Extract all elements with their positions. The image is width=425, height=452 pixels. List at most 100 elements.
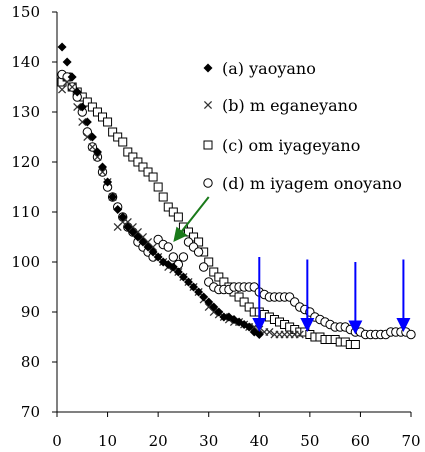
data-point <box>92 107 102 117</box>
data-point <box>88 142 97 152</box>
data-point <box>78 117 87 127</box>
data-point <box>82 97 92 107</box>
data-point <box>153 182 163 192</box>
data-point <box>148 172 158 182</box>
data-point <box>133 232 143 242</box>
legend-label: (a) yaoyano <box>222 59 316 78</box>
x-tick-label: 60 <box>351 432 370 450</box>
data-point <box>209 307 218 317</box>
data-point <box>77 102 87 112</box>
data-point <box>214 272 224 282</box>
data-point <box>239 297 249 307</box>
data-point <box>244 322 254 332</box>
data-point <box>168 262 178 272</box>
data-point <box>189 282 199 292</box>
data-point <box>118 137 128 147</box>
data-point <box>194 287 204 297</box>
data-point <box>168 252 179 262</box>
legend-marker <box>203 100 213 110</box>
data-point <box>219 312 229 322</box>
data-point <box>82 117 92 127</box>
y-tick-label: 110 <box>11 203 40 221</box>
axes: 70 80 90 100 110 120 130 140 150 0 10 20 30 40 50 60 70 <box>11 3 420 450</box>
plot-area <box>57 42 416 349</box>
data-point <box>118 212 128 222</box>
y-tick-label: 120 <box>11 153 40 171</box>
arrow-head <box>300 318 315 332</box>
legend-label: (d) m iyagem onoyano <box>222 174 402 193</box>
data-point <box>123 147 133 157</box>
data-point <box>406 329 416 340</box>
data-point <box>113 132 123 142</box>
data-point <box>178 252 189 262</box>
data-point <box>199 292 209 302</box>
data-point <box>244 302 254 312</box>
data-point <box>133 157 143 167</box>
annotation-arrows <box>173 196 411 335</box>
data-point <box>183 277 193 287</box>
data-point <box>87 102 97 112</box>
data-point <box>83 132 92 142</box>
annotation-arrow <box>396 259 411 332</box>
data-point <box>163 202 173 212</box>
data-point <box>168 207 178 217</box>
data-point <box>123 222 133 232</box>
series-diamond <box>57 42 264 339</box>
data-point <box>67 72 77 82</box>
data-point <box>214 307 224 317</box>
data-point <box>265 327 274 337</box>
data-point <box>108 127 118 137</box>
y-tick-label: 80 <box>21 353 40 371</box>
data-point <box>108 192 118 202</box>
data-point <box>72 87 82 97</box>
data-point <box>93 152 102 162</box>
annotation-arrow <box>173 196 210 242</box>
data-point <box>234 292 244 302</box>
legend-marker <box>203 63 213 73</box>
data-point <box>143 242 153 252</box>
data-point <box>98 167 107 177</box>
y-tick-label: 70 <box>21 403 40 421</box>
data-point <box>295 330 304 339</box>
data-point <box>148 247 158 257</box>
data-point <box>103 117 113 127</box>
y-tick-label: 90 <box>21 303 40 321</box>
data-point <box>254 330 264 339</box>
data-point <box>98 112 108 122</box>
data-point <box>209 267 219 277</box>
data-point <box>193 247 204 257</box>
x-tick-label: 10 <box>98 432 117 450</box>
data-point <box>68 82 77 92</box>
data-point <box>87 132 97 142</box>
data-point <box>103 177 113 187</box>
y-tick-label: 150 <box>11 3 40 21</box>
legend-entry: (d) m iyagem onoyano <box>203 174 402 193</box>
legend: (a) yaoyano (b) m eganeyano (c) om iyageya… <box>203 59 402 193</box>
annotation-arrow <box>252 257 267 332</box>
data-point <box>92 147 102 157</box>
data-point <box>57 42 67 52</box>
y-tick-label: 140 <box>11 53 40 71</box>
data-point <box>350 340 360 349</box>
arrow-head <box>396 318 411 332</box>
data-point <box>98 162 108 172</box>
data-point <box>153 252 163 262</box>
data-point <box>113 205 123 214</box>
data-point <box>173 267 183 277</box>
data-point <box>128 152 138 162</box>
data-point <box>128 227 138 237</box>
legend-marker <box>203 178 213 188</box>
data-point <box>198 262 209 272</box>
legend-entry: (b) m eganeyano <box>203 96 358 115</box>
x-tick-label: 40 <box>250 432 269 450</box>
arrow-head <box>252 318 267 332</box>
data-point <box>143 167 153 177</box>
data-point <box>194 237 204 247</box>
arrow-head <box>173 226 188 242</box>
data-point <box>173 212 183 222</box>
x-tick-label: 70 <box>401 432 420 450</box>
x-tick-label: 30 <box>199 432 218 450</box>
x-tick-label: 20 <box>149 432 168 450</box>
y-tick-label: 100 <box>11 253 40 271</box>
